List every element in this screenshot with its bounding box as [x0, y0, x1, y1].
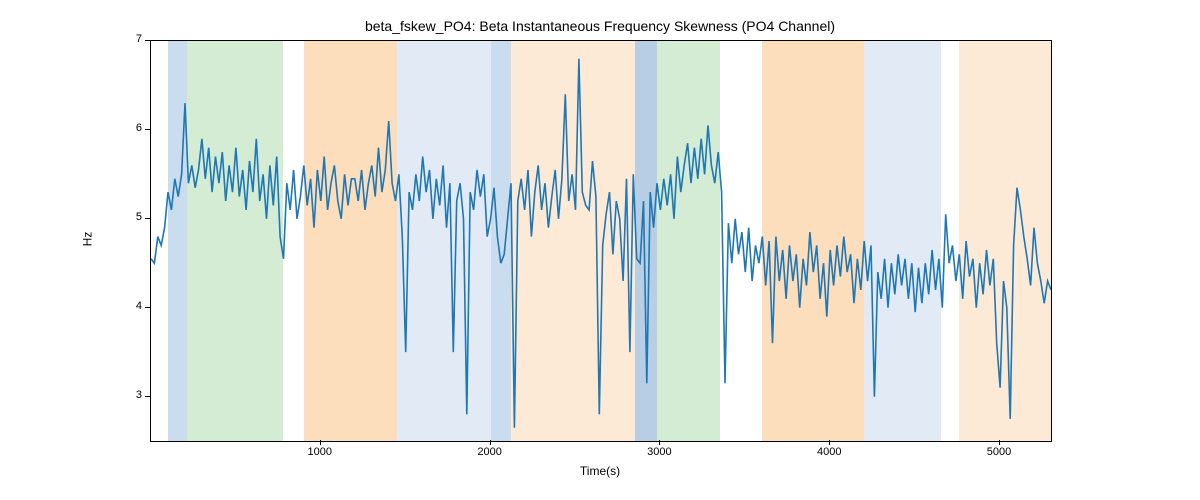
- y-tick-label: 6: [102, 122, 142, 134]
- y-tick-label: 5: [102, 211, 142, 223]
- y-tick-mark: [145, 129, 150, 130]
- y-axis-title: Hz: [80, 232, 94, 247]
- y-tick-label: 3: [102, 389, 142, 401]
- x-tick-label: 5000: [969, 446, 1029, 458]
- x-tick-label: 1000: [290, 446, 350, 458]
- y-tick-mark: [145, 307, 150, 308]
- x-tick-mark: [659, 440, 660, 445]
- x-tick-label: 4000: [799, 446, 859, 458]
- y-tick-mark: [145, 218, 150, 219]
- chart-container: beta_fskew_PO4: Beta Instantaneous Frequ…: [0, 0, 1200, 500]
- plot-area: [150, 40, 1052, 442]
- y-tick-label: 7: [102, 33, 142, 45]
- chart-title: beta_fskew_PO4: Beta Instantaneous Frequ…: [0, 18, 1200, 34]
- series-line: [151, 59, 1051, 428]
- x-tick-label: 3000: [629, 446, 689, 458]
- x-axis-title: Time(s): [150, 464, 1050, 478]
- y-tick-mark: [145, 40, 150, 41]
- x-tick-mark: [490, 440, 491, 445]
- x-tick-label: 2000: [460, 446, 520, 458]
- x-tick-mark: [829, 440, 830, 445]
- y-tick-mark: [145, 396, 150, 397]
- x-tick-mark: [320, 440, 321, 445]
- line-svg: [151, 41, 1051, 441]
- y-tick-label: 4: [102, 300, 142, 312]
- x-tick-mark: [999, 440, 1000, 445]
